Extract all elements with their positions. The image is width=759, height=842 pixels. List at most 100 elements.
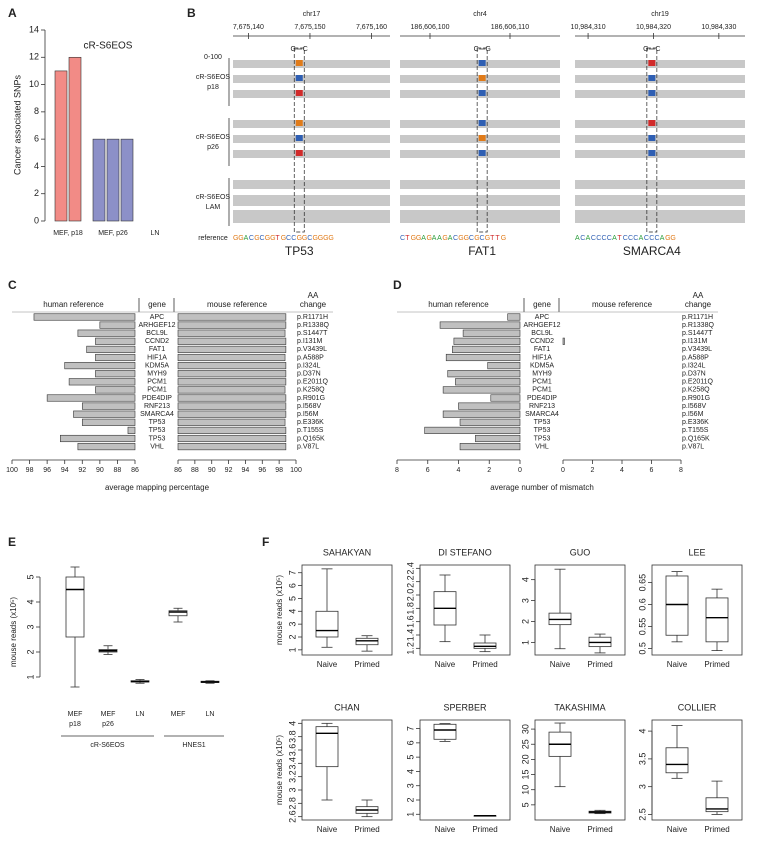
- reference-base: G: [318, 235, 323, 242]
- y-tick-label: 7: [405, 726, 415, 731]
- x-tick-label: MEF: [68, 711, 83, 718]
- mouse-bar: [177, 418, 286, 426]
- x-tick-label: Primed: [354, 660, 379, 669]
- x-tick-label: 88: [114, 467, 122, 474]
- chart-title: cR-S6EOS: [84, 41, 133, 52]
- gene-label: FAT1: [149, 346, 165, 353]
- reference-base: G: [265, 235, 270, 242]
- y-tick-label: 10: [520, 785, 530, 795]
- aa-change-label: p.D37N: [297, 371, 321, 378]
- coverage-track: [233, 90, 390, 98]
- aa-change-label: p.R1338Q: [297, 322, 329, 329]
- reference-base: A: [586, 235, 591, 242]
- reference-base: G: [238, 235, 243, 242]
- x-tick-label: 94: [242, 467, 250, 474]
- x-tick-label: 98: [26, 467, 34, 474]
- coordinate-label: 186,606,100: [411, 24, 450, 31]
- reference-base: G: [297, 235, 302, 242]
- human-bar: [452, 345, 521, 353]
- reference-base: G: [474, 235, 479, 242]
- x-tick-label: LN: [151, 230, 160, 237]
- reference-base: A: [612, 235, 617, 242]
- reference-base: G: [665, 235, 670, 242]
- gene-label: SMARCA4: [623, 244, 681, 258]
- coverage-track: [233, 180, 390, 189]
- reference-base: C: [286, 235, 291, 242]
- x-tick-label: 8: [395, 467, 399, 474]
- allele-label: G: [291, 46, 296, 53]
- reference-base: C: [649, 235, 654, 242]
- panel-label: F: [262, 535, 269, 549]
- x-tick-label: Primed: [354, 825, 379, 834]
- coordinate-label: 10,984,310: [571, 24, 606, 31]
- aa-change-label: p.E2011Q: [682, 379, 714, 386]
- y-tick-label: 1: [25, 674, 35, 679]
- reference-base: C: [628, 235, 633, 242]
- y-tick-label: 5: [405, 755, 415, 760]
- snp-variant: [648, 75, 656, 81]
- human-bar: [442, 410, 521, 418]
- snp-variant: [478, 135, 486, 141]
- x-tick-label: 90: [208, 467, 216, 474]
- mouse-bar: [177, 443, 287, 451]
- mouse-bar: [177, 362, 287, 370]
- track-label: cR-S6EOS: [196, 194, 231, 201]
- gene-label: PCM1: [147, 379, 167, 386]
- snp-column: [293, 47, 305, 233]
- coverage-track: [233, 195, 390, 206]
- reference-base: G: [427, 235, 432, 242]
- gene-label: VHL: [150, 443, 164, 450]
- human-bar: [127, 426, 136, 434]
- coverage-track: [575, 150, 745, 158]
- coverage-track: [233, 75, 390, 83]
- human-bar: [445, 353, 521, 362]
- chart-title: DI STEFANO: [438, 547, 492, 557]
- x-tick-label: MEF, p18: [53, 230, 83, 237]
- gene-label: SMARCA4: [525, 411, 559, 418]
- x-tick-label: Naive: [667, 660, 688, 669]
- bar: [106, 138, 120, 222]
- reference-base: C: [260, 235, 265, 242]
- y-tick-label: 1: [287, 647, 297, 652]
- chrom-label: chr4: [473, 11, 487, 18]
- box: [433, 723, 457, 740]
- plot-frame: [534, 719, 626, 821]
- reference-base: G: [670, 235, 675, 242]
- mouse-bar: [177, 378, 287, 386]
- reference-base: A: [437, 235, 442, 242]
- y-tick-label: 4: [34, 161, 39, 171]
- reference-base: A: [432, 235, 437, 242]
- y-axis-label: mouse reads (x10⁵): [275, 735, 284, 805]
- gene-label: MYH9: [147, 371, 167, 378]
- reference-base: T: [275, 235, 280, 242]
- human-bar: [462, 329, 521, 337]
- y-tick-label: 4: [287, 609, 297, 614]
- track-label: cR-S6EOS: [196, 74, 231, 81]
- human-bar: [490, 394, 521, 402]
- gene-label: PCM1: [147, 387, 167, 394]
- snp-variant: [295, 90, 303, 96]
- gene-label: BCL9L: [146, 330, 168, 337]
- mouse-bar: [177, 410, 287, 418]
- y-tick-label: 2.6: [287, 810, 297, 823]
- snp-variant: [478, 75, 486, 81]
- coordinate-label: 7,675,140: [233, 24, 264, 31]
- y-tick-label: 2: [25, 649, 35, 654]
- aa-change-label: p.I324L: [682, 362, 705, 369]
- chrom-label: chr19: [651, 11, 669, 18]
- x-tick-label: 0: [518, 467, 522, 474]
- chart-title: SAHAKYAN: [323, 547, 371, 557]
- reference-base: C: [291, 235, 296, 242]
- mouse-bar: [177, 394, 287, 402]
- reference-base: C: [307, 235, 312, 242]
- plot-frame: [419, 564, 511, 656]
- coverage-track: [233, 60, 390, 68]
- x-tick-label: Naive: [435, 660, 456, 669]
- reference-base: C: [249, 235, 254, 242]
- plot-frame: [301, 719, 393, 821]
- y-axis-label: Cancer associated SNPs: [12, 74, 22, 175]
- x-tick-label: 96: [258, 467, 266, 474]
- gene-label: CCND2: [145, 338, 169, 345]
- human-bar: [458, 402, 521, 410]
- aa-change-label: p.K258Q: [297, 387, 325, 394]
